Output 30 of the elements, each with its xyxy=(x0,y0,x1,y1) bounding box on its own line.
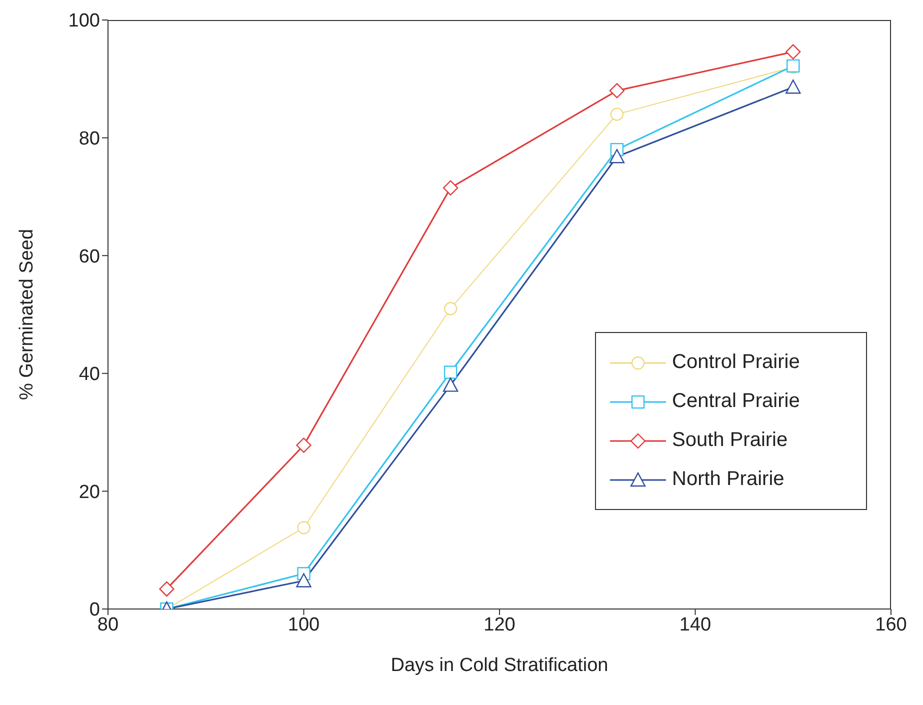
point xyxy=(442,180,458,196)
point xyxy=(786,44,801,60)
y-tick-label: 20 xyxy=(78,482,100,503)
point xyxy=(786,80,801,94)
x-tick-label: 120 xyxy=(484,614,516,636)
x-axis-title: Days in Cold Stratification xyxy=(390,655,608,676)
legend-label: Control Prairie xyxy=(672,351,800,374)
y-tick-label: 40 xyxy=(78,364,100,386)
point xyxy=(609,83,625,98)
point xyxy=(610,108,624,121)
point xyxy=(444,366,458,379)
y-tick-label: 100 xyxy=(68,10,100,32)
y-tick-label: 60 xyxy=(78,246,100,268)
point xyxy=(296,573,312,588)
point xyxy=(297,521,310,534)
legend-label: North Prairie xyxy=(672,468,784,491)
point xyxy=(444,302,458,316)
point xyxy=(296,438,312,453)
x-tick-label: 140 xyxy=(679,614,712,636)
x-tick-label: 160 xyxy=(875,614,907,636)
y-tick-label: 80 xyxy=(78,128,100,150)
point xyxy=(609,149,625,164)
x-tick-label: 100 xyxy=(288,614,320,636)
x-tick-label: 80 xyxy=(97,614,119,636)
point xyxy=(442,378,458,392)
point xyxy=(159,581,174,597)
y-axis-title: % Germinated Seed xyxy=(16,228,38,400)
legend-label: Central Prairie xyxy=(672,390,800,413)
y-tick-label: 0 xyxy=(89,600,100,621)
legend-label: South Prairie xyxy=(672,429,788,452)
